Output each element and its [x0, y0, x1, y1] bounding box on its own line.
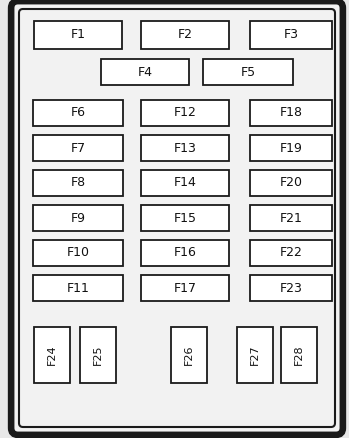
- Bar: [250, 21, 332, 49]
- FancyBboxPatch shape: [12, 2, 342, 434]
- Text: F24: F24: [47, 345, 57, 365]
- Text: F20: F20: [280, 177, 303, 190]
- Bar: [141, 170, 229, 196]
- Text: F8: F8: [70, 177, 86, 190]
- Bar: [141, 21, 229, 49]
- Text: F26: F26: [184, 345, 194, 365]
- Bar: [281, 327, 317, 383]
- Bar: [250, 240, 332, 266]
- Bar: [34, 327, 70, 383]
- Text: F5: F5: [240, 66, 255, 78]
- Bar: [250, 100, 332, 126]
- Text: F3: F3: [283, 28, 298, 42]
- Text: F17: F17: [173, 282, 196, 294]
- Bar: [250, 275, 332, 301]
- Bar: [141, 135, 229, 161]
- Bar: [141, 100, 229, 126]
- Text: F13: F13: [173, 141, 196, 155]
- Text: F7: F7: [70, 141, 86, 155]
- Text: F23: F23: [280, 282, 303, 294]
- Bar: [237, 327, 273, 383]
- Bar: [34, 21, 122, 49]
- Bar: [141, 240, 229, 266]
- Text: F4: F4: [138, 66, 153, 78]
- Bar: [33, 135, 123, 161]
- Bar: [33, 170, 123, 196]
- Bar: [33, 275, 123, 301]
- Bar: [80, 327, 116, 383]
- Text: F10: F10: [67, 247, 89, 259]
- Bar: [141, 275, 229, 301]
- Bar: [101, 59, 189, 85]
- Text: F25: F25: [93, 345, 103, 365]
- Bar: [33, 205, 123, 231]
- Bar: [203, 59, 293, 85]
- FancyBboxPatch shape: [12, 2, 342, 434]
- Bar: [141, 205, 229, 231]
- Bar: [33, 100, 123, 126]
- Bar: [250, 170, 332, 196]
- Text: F12: F12: [173, 106, 196, 120]
- Text: F27: F27: [250, 345, 260, 365]
- Text: F21: F21: [280, 212, 303, 225]
- Text: F6: F6: [70, 106, 86, 120]
- Text: F2: F2: [178, 28, 193, 42]
- Bar: [250, 135, 332, 161]
- Text: F28: F28: [294, 345, 304, 365]
- Text: F1: F1: [70, 28, 86, 42]
- Bar: [250, 205, 332, 231]
- Text: F11: F11: [67, 282, 89, 294]
- Bar: [33, 240, 123, 266]
- Text: F15: F15: [173, 212, 196, 225]
- Text: F14: F14: [173, 177, 196, 190]
- Text: F18: F18: [280, 106, 303, 120]
- Bar: [171, 327, 207, 383]
- Text: F9: F9: [70, 212, 86, 225]
- Text: F16: F16: [173, 247, 196, 259]
- Text: F19: F19: [280, 141, 303, 155]
- Text: F22: F22: [280, 247, 303, 259]
